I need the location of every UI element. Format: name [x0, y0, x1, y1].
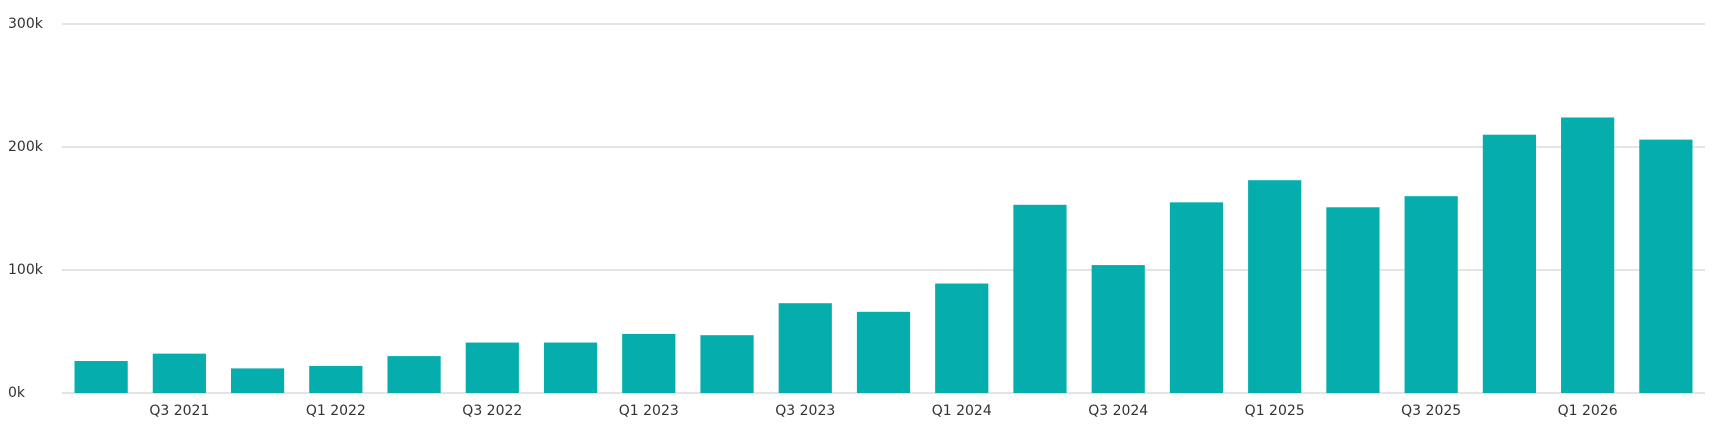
bar — [1248, 180, 1302, 393]
x-tick-label: Q1 2025 — [1245, 403, 1305, 419]
x-tick-label: Q1 2024 — [932, 403, 992, 419]
y-tick-label: 300k — [8, 16, 44, 32]
x-tick-label: Q3 2022 — [462, 403, 522, 419]
x-tick-label: Q1 2022 — [306, 403, 366, 419]
bar — [1013, 204, 1067, 393]
bar — [230, 368, 285, 393]
bar — [1326, 207, 1380, 393]
x-tick-label: Q3 2023 — [775, 403, 835, 419]
y-tick-label: 200k — [8, 139, 44, 155]
bar — [1561, 117, 1615, 393]
bar — [152, 353, 206, 393]
bar — [1169, 202, 1224, 393]
x-tick-label: Q3 2025 — [1401, 403, 1461, 419]
bar — [74, 361, 128, 393]
bar — [387, 356, 441, 393]
bar — [1404, 196, 1458, 393]
bar — [700, 335, 754, 393]
x-tick-label: Q1 2023 — [619, 403, 679, 419]
y-tick-label: 100k — [8, 262, 44, 278]
bar — [309, 365, 363, 393]
bar — [543, 342, 598, 393]
bar — [1639, 139, 1693, 393]
bar — [856, 311, 911, 393]
x-tick-label: Q1 2026 — [1558, 403, 1618, 419]
bar — [1482, 134, 1537, 393]
bar — [465, 342, 519, 393]
y-tick-label: 0k — [8, 385, 26, 401]
bar — [935, 283, 989, 393]
bar — [778, 303, 832, 393]
x-tick-label: Q3 2024 — [1088, 403, 1148, 419]
bar — [1091, 265, 1145, 393]
bar — [622, 333, 676, 393]
x-tick-label: Q3 2021 — [149, 403, 209, 419]
